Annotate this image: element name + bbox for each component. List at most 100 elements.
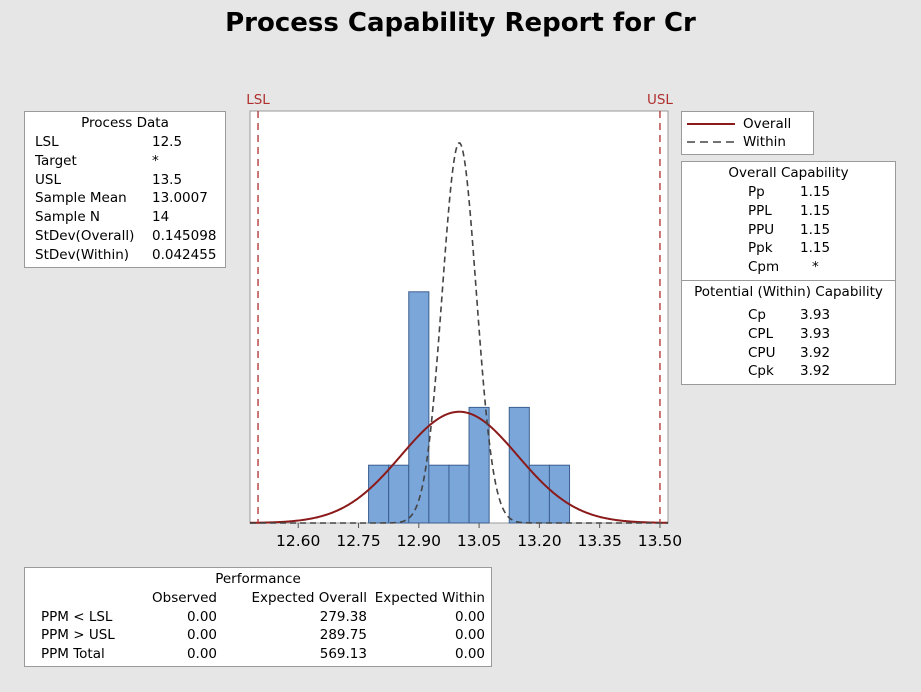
capability-divider: [682, 279, 895, 281]
overall-capability-value: 1.15: [800, 202, 831, 219]
process-value: *: [152, 152, 159, 169]
overall-line-swatch: [687, 123, 735, 125]
x-tick-label: 13.50: [638, 532, 682, 550]
performance-header: Performance: [215, 571, 301, 587]
within-capability-label: Cp: [748, 306, 766, 323]
histogram-bar: [388, 464, 410, 524]
overall-capability-value: 1.15: [800, 184, 831, 200]
performance-row-label: PPM > USL: [41, 627, 115, 644]
performance-cell: 0.00: [454, 645, 485, 662]
overall-capability-label: PPL: [748, 202, 772, 219]
within-capability-row-cpu: CPU 3.92: [682, 344, 895, 363]
process-value: 12.5: [152, 134, 183, 150]
process-label: StDev(Overall): [35, 227, 135, 244]
performance-cell: 0.00: [454, 627, 485, 644]
process-row-stdev-overall: StDev(Overall) 0.145098: [25, 227, 225, 246]
within-capability-row-cpl: CPL 3.93: [682, 325, 895, 344]
performance-cell: 0.00: [186, 645, 217, 662]
histogram-bar: [448, 464, 470, 524]
within-capability-value: 3.92: [800, 363, 831, 380]
histogram-bar: [508, 406, 530, 524]
legend: Overall Within: [681, 111, 814, 155]
overall-capability-row-ppk: Ppk 1.15: [682, 239, 895, 258]
performance-cell: 0.00: [186, 627, 217, 644]
process-value: 0.042455: [152, 246, 217, 263]
process-label: Target: [35, 152, 77, 169]
process-row-usl: USL 13.5: [25, 171, 225, 190]
overall-capability-value: 1.15: [800, 221, 831, 238]
performance-column-header: Observed: [152, 590, 217, 606]
overall-capability-value: 1.15: [800, 240, 831, 257]
process-row-target: Target *: [25, 152, 225, 171]
process-value: 13.5: [152, 171, 183, 188]
capability-panel: Overall Capability Pp 1.15 PPL 1.15 PPU 1.15 P…: [681, 161, 896, 385]
performance-cell: 0.00: [186, 608, 217, 625]
performance-cell: 569.13: [319, 645, 367, 662]
within-capability-label: CPU: [748, 344, 776, 361]
process-label: Sample N: [35, 209, 101, 226]
process-label: StDev(Within): [35, 246, 130, 263]
performance-row-label: PPM Total: [41, 645, 105, 662]
within-capability-value: 3.92: [800, 344, 831, 361]
performance-column-header: Expected Overall: [251, 590, 367, 606]
process-label: USL: [35, 171, 61, 188]
legend-within-label: Within: [743, 134, 786, 150]
usl-label: USL: [647, 92, 673, 108]
x-tick-label: 12.60: [276, 532, 320, 550]
histogram-bar: [528, 464, 550, 524]
within-capability-label: Cpk: [748, 363, 774, 380]
process-label: Sample Mean: [35, 190, 127, 207]
overall-capability-row-pp: Pp 1.15: [682, 183, 895, 202]
process-data-table: Process Data LSL 12.5 Target * USL 13.5 Sample…: [24, 111, 226, 268]
x-tick-label: 12.90: [397, 532, 441, 550]
within-capability-label: CPL: [748, 325, 774, 342]
overall-capability-value: *: [812, 259, 819, 276]
process-value: 14: [152, 209, 170, 226]
x-tick-label: 13.05: [457, 532, 501, 550]
performance-row: PPM > USL 0.00 289.75 0.00: [41, 626, 485, 645]
legend-overall-label: Overall: [743, 116, 792, 132]
process-row-lsl: LSL 12.5: [25, 133, 225, 152]
within-capability-row-cp: Cp 3.93: [682, 306, 895, 325]
legend-item-overall: Overall: [682, 115, 813, 133]
performance-table: Performance Observed Expected Overall Expe…: [24, 567, 492, 667]
lsl-label: LSL: [246, 92, 270, 108]
performance-row: PPM < LSL 0.00 279.38 0.00: [41, 608, 485, 627]
overall-capability-label: PPU: [748, 221, 775, 238]
overall-capability-label: Ppk: [748, 240, 773, 257]
process-row-sample-n: Sample N 14: [25, 208, 225, 227]
process-value: 13.0007: [152, 190, 208, 207]
performance-row: PPM Total 0.00 569.13 0.00: [41, 645, 485, 664]
overall-capability-header: Overall Capability: [728, 165, 849, 181]
process-row-sample-mean: Sample Mean 13.0007: [25, 189, 225, 208]
performance-cell: 279.38: [319, 608, 367, 625]
process-row-stdev-within: StDev(Within) 0.042455: [25, 246, 225, 265]
overall-curve: [249, 410, 669, 524]
legend-item-within: Within: [682, 133, 813, 151]
process-data-header: Process Data: [81, 115, 169, 131]
x-tick-label: 12.75: [336, 532, 380, 550]
within-capability-header: Potential (Within) Capability: [694, 283, 883, 300]
performance-row-label: PPM < LSL: [41, 608, 113, 625]
histogram-bar: [468, 406, 490, 524]
overall-capability-label: Cpm: [748, 259, 780, 276]
within-capability-value: 3.93: [800, 325, 831, 342]
plot-area: [249, 110, 669, 524]
overall-capability-row-ppu: PPU 1.15: [682, 221, 895, 240]
performance-column-header: [41, 589, 131, 608]
overall-capability-row-ppl: PPL 1.15: [682, 202, 895, 221]
performance-column-header: Expected Within: [374, 590, 485, 606]
x-tick-label: 13.35: [577, 532, 621, 550]
within-curve: [250, 141, 668, 524]
page-title: Process Capability Report for Cr: [225, 8, 696, 38]
performance-cell: 0.00: [454, 608, 485, 625]
overall-capability-label: Pp: [748, 184, 765, 200]
histogram-bar: [428, 464, 450, 524]
within-line-swatch: [687, 141, 735, 143]
overall-capability-row-cpm: Cpm *: [682, 258, 895, 277]
x-tick-label: 13.20: [517, 532, 561, 550]
within-capability-row-cpk: Cpk 3.92: [682, 362, 895, 381]
performance-cell: 289.75: [319, 627, 367, 644]
histogram-bar: [548, 464, 571, 524]
within-capability-value: 3.93: [800, 306, 831, 323]
